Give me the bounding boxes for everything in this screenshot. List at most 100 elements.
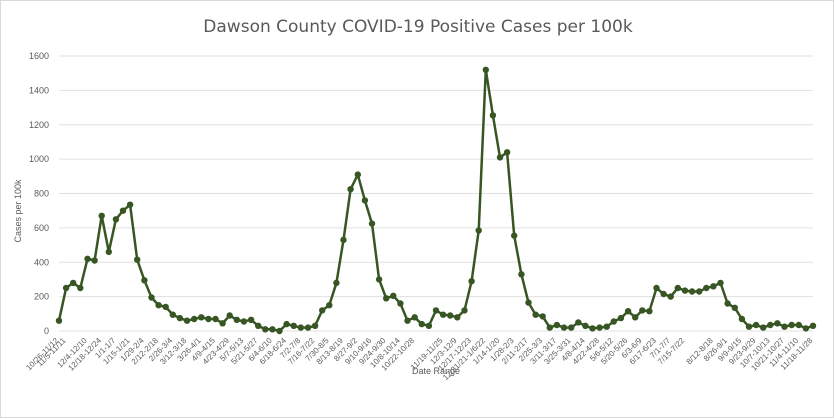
data-point — [311, 322, 319, 329]
data-point — [333, 279, 340, 287]
data-point — [183, 317, 191, 324]
data-point — [674, 284, 681, 292]
data-point — [781, 323, 788, 330]
data-point — [518, 271, 525, 278]
y-axis-title: Cases per 100k — [13, 179, 23, 243]
data-point — [624, 308, 632, 315]
data-point — [297, 324, 304, 331]
data-point — [240, 318, 248, 325]
data-point — [304, 324, 312, 331]
data-point — [397, 300, 404, 307]
data-point — [432, 307, 440, 314]
data-point — [340, 236, 347, 244]
data-point — [752, 321, 760, 329]
data-point — [77, 284, 84, 292]
data-point — [454, 314, 461, 321]
data-point — [553, 321, 561, 329]
data-point — [418, 320, 425, 328]
data-point — [347, 186, 354, 193]
data-point — [70, 279, 77, 287]
data-point — [688, 288, 696, 295]
data-point — [283, 320, 290, 328]
data-point — [148, 294, 155, 301]
data-point — [710, 283, 717, 290]
data-point — [226, 312, 233, 319]
data-point — [212, 315, 219, 323]
data-point — [646, 308, 653, 315]
data-point — [62, 284, 70, 292]
data-point — [219, 320, 226, 327]
data-point — [532, 311, 539, 318]
data-point — [511, 232, 518, 239]
data-point — [98, 212, 105, 219]
y-tick-label: 1400 — [29, 85, 49, 95]
data-point — [617, 314, 625, 322]
data-point — [354, 171, 361, 178]
data-point — [112, 216, 120, 223]
data-point — [575, 319, 582, 326]
data-point — [696, 288, 703, 295]
data-point — [731, 304, 738, 311]
x-axis-title: Date Range — [412, 366, 460, 376]
data-point — [489, 112, 497, 119]
data-point — [134, 256, 141, 263]
data-point — [582, 322, 589, 329]
data-point — [439, 311, 447, 318]
data-point — [411, 314, 418, 321]
data-point — [461, 307, 468, 314]
data-point — [361, 197, 369, 204]
data-point — [290, 322, 297, 329]
data-point — [84, 255, 91, 262]
data-point — [105, 248, 113, 256]
data-point — [383, 295, 390, 302]
data-point — [774, 320, 781, 327]
data-point — [141, 277, 148, 284]
data-point — [390, 292, 397, 299]
y-tick-label: 600 — [34, 223, 49, 233]
data-point — [717, 279, 724, 287]
data-point — [724, 300, 731, 307]
data-point — [162, 303, 169, 311]
data-point — [155, 302, 162, 309]
data-point — [546, 324, 553, 331]
chart-title: Dawson County COVID-19 Positive Cases pe… — [203, 17, 633, 37]
data-point — [760, 324, 767, 331]
data-point — [745, 323, 753, 330]
data-point — [482, 66, 489, 74]
data-point — [255, 322, 262, 329]
data-point — [653, 284, 660, 292]
data-point — [233, 316, 240, 323]
data-point — [603, 323, 610, 330]
data-point — [126, 201, 134, 208]
data-point — [276, 327, 283, 335]
y-tick-label: 0 — [44, 326, 49, 336]
data-point — [660, 290, 667, 298]
data-point — [560, 324, 568, 331]
data-point — [404, 317, 411, 324]
data-point — [176, 314, 184, 322]
data-point — [809, 322, 817, 329]
data-point — [596, 324, 603, 331]
data-point — [639, 307, 646, 314]
data-point — [119, 207, 127, 214]
y-tick-label: 200 — [34, 292, 49, 302]
data-point — [610, 318, 617, 325]
y-tick-label: 1600 — [29, 51, 49, 61]
data-point — [539, 313, 546, 320]
data-point — [632, 314, 639, 321]
data-point — [703, 284, 710, 292]
y-axis-ticks: 0 200 400 600 800 1000 1200 1400 1600 — [29, 51, 49, 336]
data-point — [375, 276, 383, 283]
data-point — [802, 325, 810, 332]
data-point — [205, 315, 212, 323]
data-point — [262, 326, 269, 333]
data-point — [525, 299, 532, 306]
data-point — [795, 321, 802, 329]
data-point — [447, 312, 454, 319]
data-point — [738, 315, 746, 323]
data-point — [667, 293, 674, 300]
data-point — [475, 227, 482, 234]
data-point — [247, 316, 255, 323]
